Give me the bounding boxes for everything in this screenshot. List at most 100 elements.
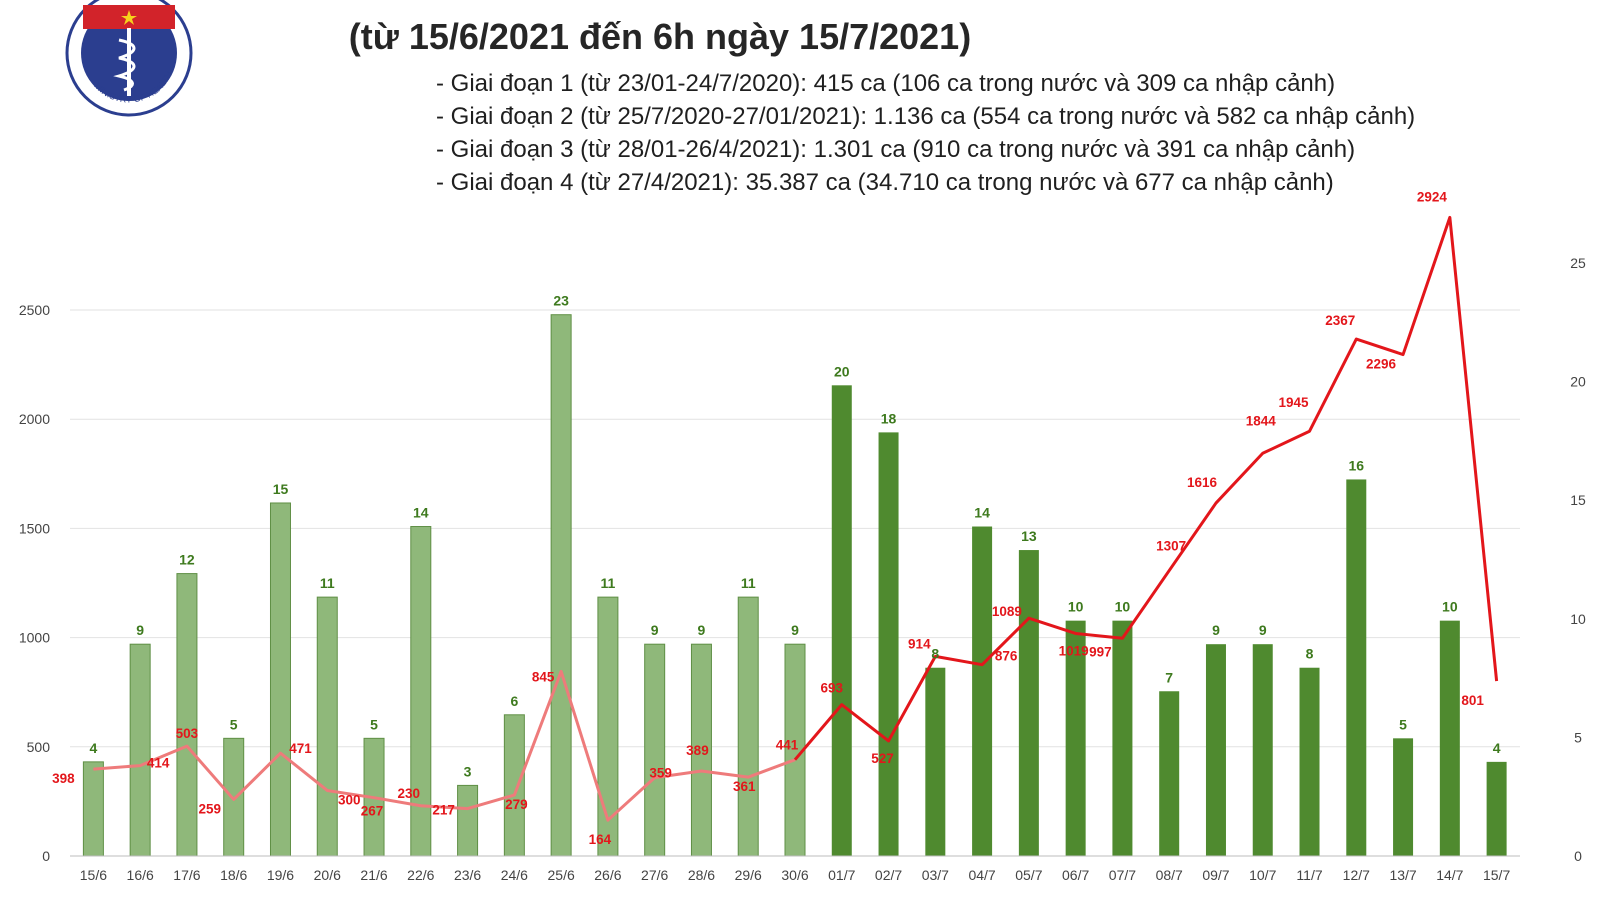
bar xyxy=(269,502,291,857)
line-value-label: 1945 xyxy=(1278,395,1309,410)
bar-value-label: 3 xyxy=(464,763,472,779)
bar-value-label: 9 xyxy=(1259,622,1267,638)
x-axis-category-label: 12/7 xyxy=(1343,867,1370,883)
bar-value-label: 7 xyxy=(1165,669,1173,685)
line-value-label: 279 xyxy=(505,797,528,812)
line-value-label: 164 xyxy=(589,832,612,847)
bar-value-label: 4 xyxy=(1493,740,1501,756)
x-axis-category-label: 06/7 xyxy=(1062,867,1089,883)
x-axis-category-label: 03/7 xyxy=(922,867,949,883)
bar xyxy=(1018,550,1039,856)
bar-value-label: 9 xyxy=(136,622,144,638)
bar-value-label: 16 xyxy=(1349,457,1365,473)
x-axis-category-label: 22/6 xyxy=(407,867,434,883)
x-axis-category-label: 14/7 xyxy=(1436,867,1463,883)
bar-value-label: 13 xyxy=(1021,528,1037,544)
bar-value-label: 10 xyxy=(1442,599,1458,615)
line-segment-early xyxy=(93,669,796,822)
bar-value-label: 9 xyxy=(1212,622,1220,638)
line-value-label: 1616 xyxy=(1187,475,1218,490)
bar-value-label: 14 xyxy=(413,505,429,521)
bar xyxy=(1159,691,1180,856)
x-axis-category-label: 02/7 xyxy=(875,867,902,883)
bar-value-label: 5 xyxy=(370,716,378,732)
line-value-label: 1089 xyxy=(992,604,1022,619)
bar xyxy=(1393,738,1414,856)
x-axis-category-label: 08/7 xyxy=(1156,867,1183,883)
bar xyxy=(644,643,666,857)
x-axis-category-label: 28/6 xyxy=(688,867,715,883)
line-value-label: 230 xyxy=(398,786,421,801)
x-axis-category-label: 26/6 xyxy=(594,867,621,883)
line-value-label: 876 xyxy=(995,649,1018,664)
bar xyxy=(129,643,151,857)
bar-value-label: 4 xyxy=(89,740,97,756)
x-axis-category-label: 29/6 xyxy=(735,867,762,883)
x-axis-category-label: 04/7 xyxy=(968,867,995,883)
line-value-label: 2296 xyxy=(1366,357,1397,372)
x-axis-category-label: 01/7 xyxy=(828,867,855,883)
bar-value-label: 6 xyxy=(510,693,518,709)
bar xyxy=(316,596,338,857)
serpent-icon xyxy=(113,38,136,92)
x-axis-category-label: 07/7 xyxy=(1109,867,1136,883)
x-axis-category-label: 15/7 xyxy=(1483,867,1510,883)
line-value-label: 259 xyxy=(198,801,221,816)
bar xyxy=(878,432,899,856)
bar xyxy=(457,784,479,857)
x-axis-category-label: 21/6 xyxy=(360,867,387,883)
bar xyxy=(737,596,759,857)
line-value-label: 1307 xyxy=(1156,539,1186,554)
bar xyxy=(972,526,993,856)
bar-value-label: 5 xyxy=(230,716,238,732)
period-2-text: - Giai đoạn 2 (từ 25/7/2020-27/01/2021):… xyxy=(436,103,1416,130)
x-axis-category-label: 19/6 xyxy=(267,867,294,883)
left-axis-tick-label: 2500 xyxy=(19,302,50,318)
x-axis-category-label: 13/7 xyxy=(1389,867,1416,883)
bar-value-label: 10 xyxy=(1068,599,1084,615)
line-value-label: 801 xyxy=(1461,693,1484,708)
line-value-label: 300 xyxy=(338,792,361,807)
line-segment-recent xyxy=(793,215,1499,761)
bar-value-label: 11 xyxy=(600,575,615,591)
bar-value-label: 20 xyxy=(834,363,850,379)
x-axis-category-label: 20/6 xyxy=(314,867,341,883)
x-axis-category-label: 09/7 xyxy=(1202,867,1229,883)
line-value-label: 471 xyxy=(289,741,312,756)
bar xyxy=(1299,667,1320,856)
x-axis-category-label: 23/6 xyxy=(454,867,481,883)
x-axis-category-label: 18/6 xyxy=(220,867,247,883)
line-value-label: 217 xyxy=(432,803,455,818)
bar-value-label: 11 xyxy=(320,575,335,591)
x-axis-category-label: 25/6 xyxy=(548,867,575,883)
x-axis-category-label: 17/6 xyxy=(173,867,200,883)
right-axis-tick-label: 25 xyxy=(1570,255,1586,271)
ministry-of-health-logo: MINISTRY OF HEALTH xyxy=(65,0,193,117)
line-value-label: 359 xyxy=(649,766,672,781)
bar-value-label: 10 xyxy=(1115,599,1131,615)
bar-value-label: 14 xyxy=(974,505,990,521)
bar-value-label: 8 xyxy=(1306,646,1314,662)
line-value-label: 2924 xyxy=(1417,189,1448,204)
right-axis-tick-label: 0 xyxy=(1574,848,1582,864)
bar-series xyxy=(82,314,1507,857)
bar-value-label: 9 xyxy=(651,622,659,638)
line-value-label: 398 xyxy=(52,771,75,786)
line-value-label: 361 xyxy=(733,779,756,794)
left-axis-tick-label: 0 xyxy=(42,848,50,864)
bar xyxy=(1346,479,1367,856)
line-value-label: 693 xyxy=(821,681,844,696)
bar xyxy=(1112,620,1133,856)
bar xyxy=(831,385,852,856)
left-axis-tick-label: 2000 xyxy=(19,411,50,427)
line-value-label: 1019 xyxy=(1059,643,1089,658)
line-value-label: 1844 xyxy=(1246,413,1277,428)
line-value-label: 845 xyxy=(532,669,555,684)
bar-value-label: 5 xyxy=(1399,716,1407,732)
right-axis-tick-label: 20 xyxy=(1570,374,1586,390)
x-axis-category-label: 05/7 xyxy=(1015,867,1042,883)
line-value-label: 389 xyxy=(686,743,709,758)
x-axis-category-label: 24/6 xyxy=(501,867,528,883)
right-axis-tick-label: 10 xyxy=(1570,611,1586,627)
